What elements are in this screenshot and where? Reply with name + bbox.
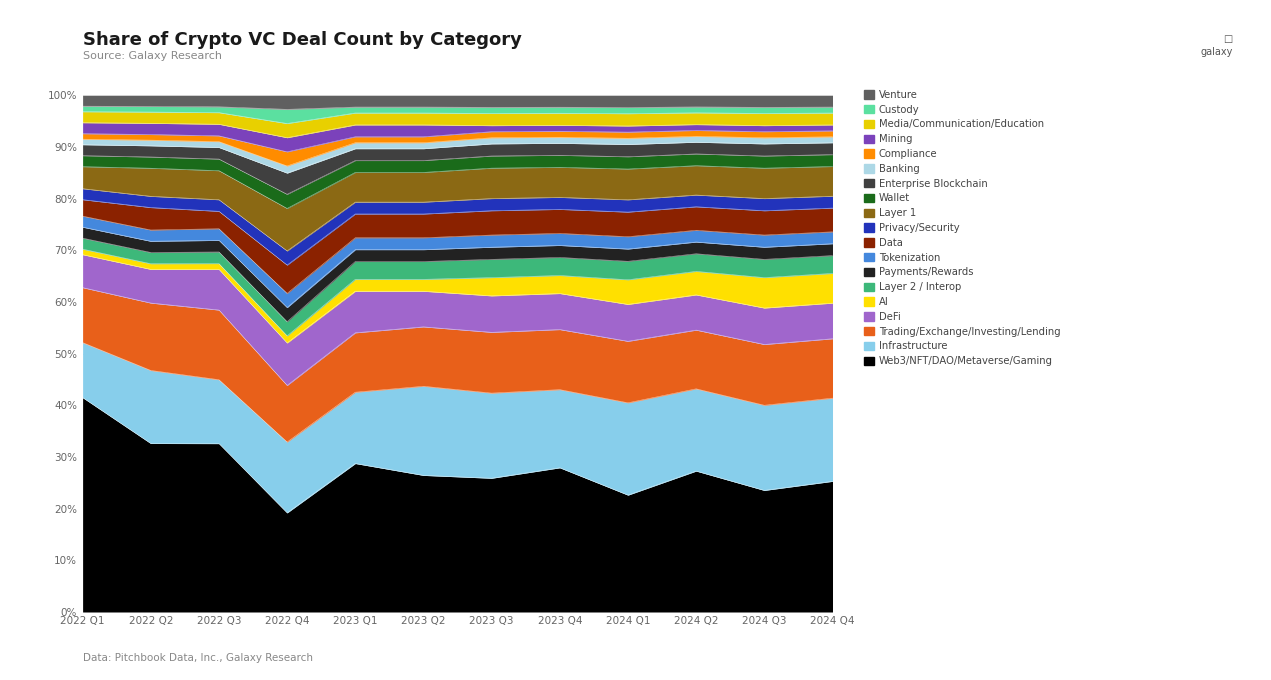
Text: Data: Pitchbook Data, Inc., Galaxy Research: Data: Pitchbook Data, Inc., Galaxy Resea… <box>83 653 313 663</box>
Text: Share of Crypto VC Deal Count by Category: Share of Crypto VC Deal Count by Categor… <box>83 31 521 48</box>
Legend: Venture, Custody, Media/Communication/Education, Mining, Compliance, Banking, En: Venture, Custody, Media/Communication/Ed… <box>864 90 1060 367</box>
Text: Source: Galaxy Research: Source: Galaxy Research <box>83 51 221 61</box>
Text: □
galaxy: □ galaxy <box>1201 34 1233 57</box>
